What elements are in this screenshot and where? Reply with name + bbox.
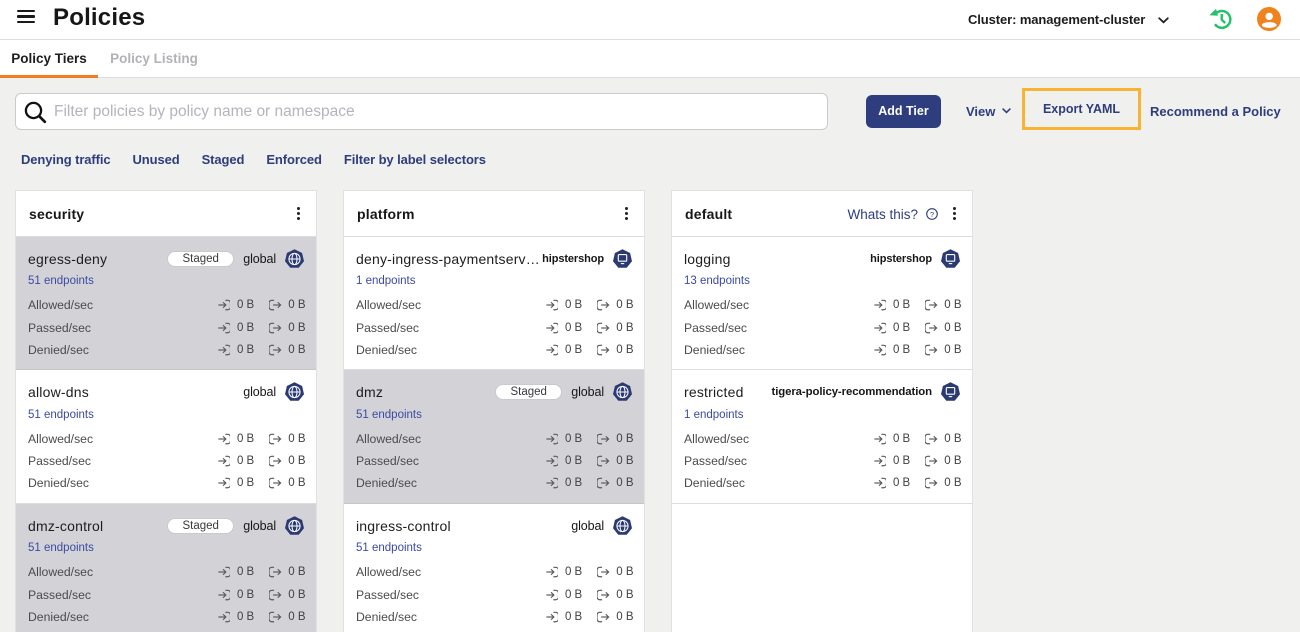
svg-text:?: ? <box>930 209 934 218</box>
